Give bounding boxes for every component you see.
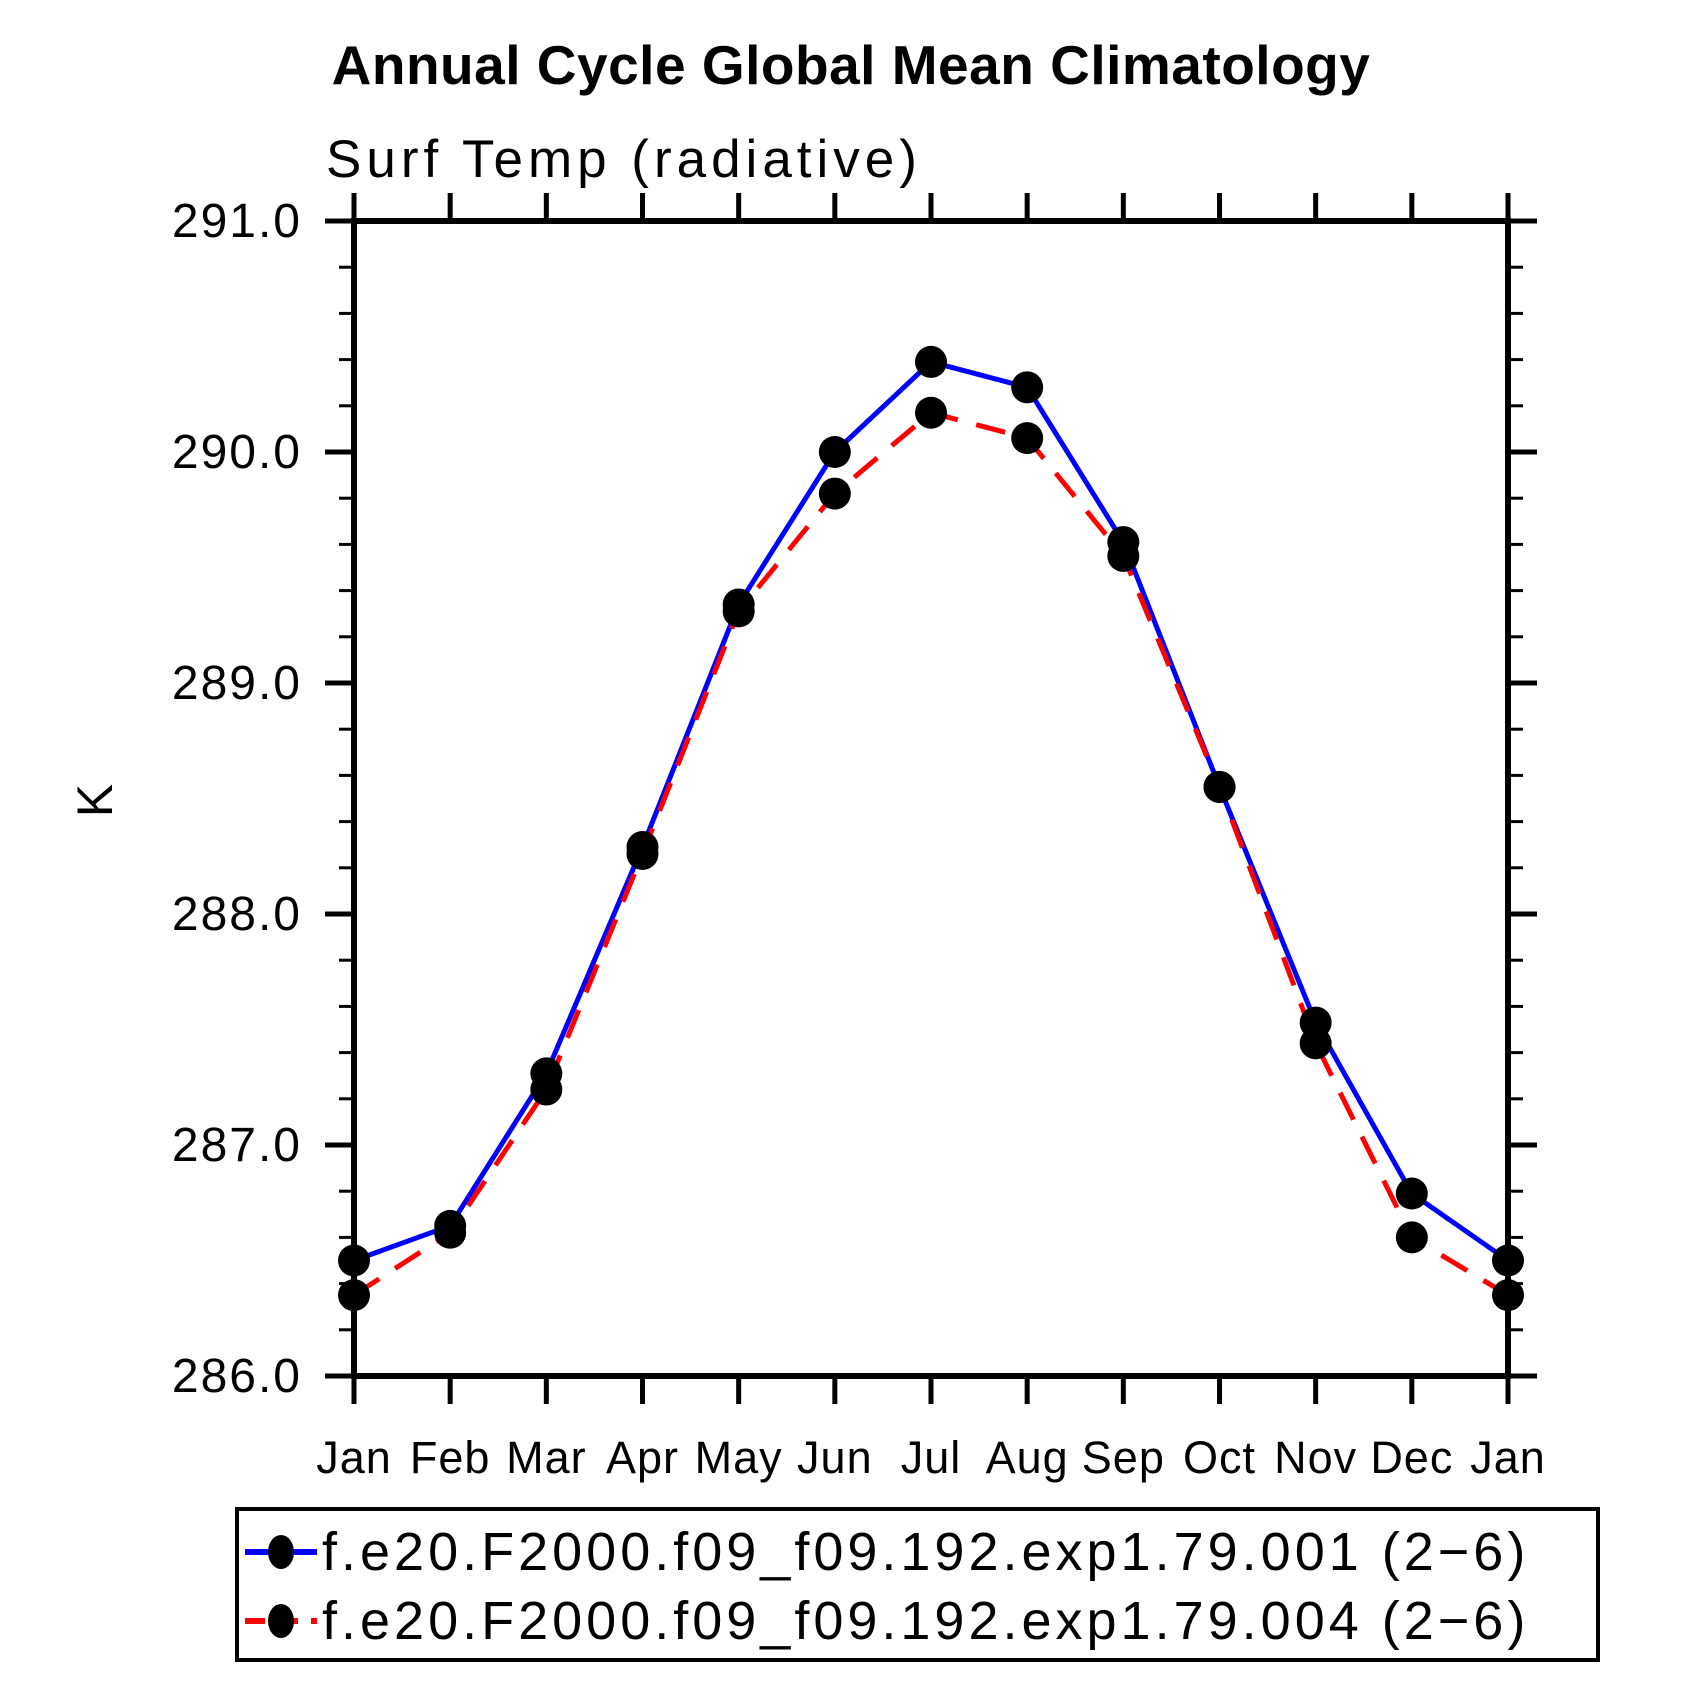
month-label: May xyxy=(695,1432,783,1483)
month-label: Jun xyxy=(797,1432,873,1483)
legend-label-004: f.e20.F2000.f09_f09.192.exp1.79.004 (2−6… xyxy=(322,1591,1529,1651)
legend-marker-icon xyxy=(268,1535,294,1569)
y-tick-labels: 286.0 287.0 288.0 289.0 290.0 291.0 xyxy=(172,195,302,1403)
y-tick-label: 286.0 xyxy=(172,1350,302,1403)
y-tick-label: 288.0 xyxy=(172,888,302,941)
data-point xyxy=(1011,422,1044,455)
month-label: Feb xyxy=(410,1432,491,1483)
series-markers xyxy=(338,345,1524,1312)
month-label: Nov xyxy=(1274,1432,1357,1483)
month-label: Dec xyxy=(1370,1432,1453,1483)
data-point xyxy=(722,595,755,628)
axis-ticks xyxy=(325,193,1537,1404)
data-point xyxy=(818,436,851,468)
legend-entry-001: f.e20.F2000.f09_f09.192.exp1.79.001 (2−6… xyxy=(245,1522,1529,1582)
y-tick-label: 291.0 xyxy=(172,195,302,248)
data-point xyxy=(1395,1221,1428,1254)
month-labels: Jan Feb Mar Apr May Jun Jul Aug Sep Oct Nov Dec Jan xyxy=(316,1432,1546,1483)
legend-label-001: f.e20.F2000.f09_f09.192.exp1.79.001 (2−6… xyxy=(322,1522,1529,1582)
data-point xyxy=(1107,539,1140,572)
month-label: Jan xyxy=(316,1432,392,1483)
data-point xyxy=(530,1073,563,1106)
data-point xyxy=(1395,1177,1428,1210)
data-point xyxy=(1299,1027,1332,1060)
data-point xyxy=(1203,770,1236,803)
y-tick-label: 290.0 xyxy=(172,426,302,479)
data-point xyxy=(626,837,659,870)
y-tick-label: 289.0 xyxy=(172,657,302,710)
month-label: Oct xyxy=(1183,1432,1256,1483)
legend: f.e20.F2000.f09_f09.192.exp1.79.001 (2−6… xyxy=(235,1507,1600,1662)
month-label: Jan xyxy=(1470,1432,1546,1483)
y-tick-label: 287.0 xyxy=(172,1119,302,1172)
data-point xyxy=(434,1216,467,1249)
data-point xyxy=(818,477,851,510)
month-label: Jul xyxy=(901,1432,962,1483)
month-label: Mar xyxy=(506,1432,587,1483)
month-label: Apr xyxy=(606,1432,679,1483)
data-point xyxy=(1011,371,1044,404)
chart-title: Annual Cycle Global Mean Climatology xyxy=(332,34,1371,96)
month-label: Aug xyxy=(986,1432,1069,1483)
data-point xyxy=(915,345,947,378)
legend-entry-004: f.e20.F2000.f09_f09.192.exp1.79.004 (2−6… xyxy=(245,1591,1529,1651)
data-point xyxy=(915,396,947,429)
plot-frame xyxy=(351,218,1511,1379)
chart-subtitle: Surf Temp (radiative) xyxy=(326,130,922,189)
legend-box xyxy=(235,1507,1600,1662)
y-axis-unit-label: K xyxy=(67,783,123,817)
month-label: Sep xyxy=(1082,1432,1165,1483)
legend-marker-icon xyxy=(268,1604,294,1638)
